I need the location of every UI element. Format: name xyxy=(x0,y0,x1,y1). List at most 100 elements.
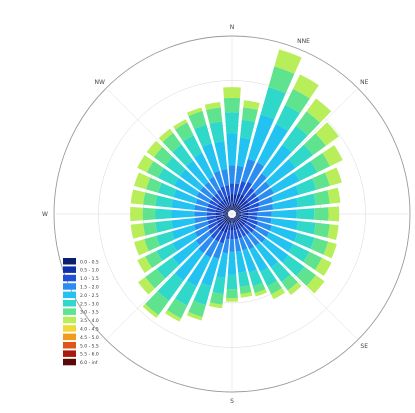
sector-140 xyxy=(234,216,302,295)
bar-segment xyxy=(222,214,229,217)
bar-segment xyxy=(216,252,228,279)
bar-segment xyxy=(237,137,251,167)
bar-segment xyxy=(223,224,229,234)
bar-segment xyxy=(223,215,229,220)
bar-segment xyxy=(238,219,246,226)
bar-segment xyxy=(207,221,219,230)
bar-segment xyxy=(303,251,322,270)
bar-segment xyxy=(296,266,316,287)
sector-260 xyxy=(130,214,229,239)
bar-segment xyxy=(242,248,257,273)
bar-segment xyxy=(227,251,237,275)
sector-340 xyxy=(186,107,231,211)
bar-segment xyxy=(241,202,250,210)
bar-segment xyxy=(173,189,198,204)
bar-segment xyxy=(240,292,253,298)
direction-label: N xyxy=(230,24,235,31)
bar-segment xyxy=(241,212,249,216)
bar-segment xyxy=(156,231,175,247)
bar-segment xyxy=(275,104,300,131)
bar-segment xyxy=(212,276,226,295)
bar-segment xyxy=(206,207,217,213)
bar-segment xyxy=(239,200,249,208)
bar-segment xyxy=(194,124,212,147)
bar-segment xyxy=(216,216,224,221)
bar-segment xyxy=(232,202,235,211)
bar-segment xyxy=(185,160,209,186)
bar-segment xyxy=(204,181,218,196)
bar-segment xyxy=(225,185,231,197)
bar-segment xyxy=(270,261,291,283)
bar-segment xyxy=(235,215,241,218)
bar-segment xyxy=(235,215,241,220)
bar-segment xyxy=(281,274,298,291)
bar-segment xyxy=(260,267,278,287)
legend-swatch xyxy=(63,350,76,357)
bar-segment xyxy=(268,66,295,94)
bar-segment xyxy=(230,223,234,231)
bar-segment xyxy=(175,122,194,142)
bar-segment xyxy=(209,199,219,207)
bar-segment xyxy=(232,217,235,224)
bar-segment xyxy=(223,210,229,213)
bar-segment xyxy=(194,204,208,212)
bar-segment xyxy=(327,224,339,240)
bar-segment xyxy=(171,199,196,211)
bar-segment xyxy=(304,133,326,156)
sector-190 xyxy=(209,217,232,309)
sector-0 xyxy=(223,87,241,211)
sector-170 xyxy=(232,217,253,298)
bar-segment xyxy=(240,216,248,221)
legend-item: 4.0 - 4.5 xyxy=(63,325,99,333)
direction-label: NW xyxy=(95,79,105,86)
bar-segment xyxy=(172,232,198,252)
bar-segment xyxy=(271,185,300,203)
bar-segment xyxy=(233,217,238,223)
bar-segment xyxy=(143,222,158,236)
bar-segment xyxy=(217,218,225,224)
bar-segment xyxy=(182,135,203,158)
bar-segment xyxy=(254,181,270,196)
bar-segment xyxy=(218,221,226,231)
bar-segment xyxy=(285,88,310,114)
bar-segment xyxy=(254,225,270,238)
bar-segment xyxy=(241,214,249,218)
bar-segment xyxy=(226,205,231,211)
bar-segment xyxy=(231,202,233,211)
bar-segment xyxy=(165,156,186,177)
bar-segment xyxy=(245,221,257,230)
bar-segment xyxy=(142,303,159,319)
bar-segment xyxy=(249,246,269,272)
bar-segment xyxy=(234,206,241,212)
bar-segment xyxy=(215,210,223,214)
bar-segment xyxy=(193,220,209,231)
legend-label: 0.5 - 1.0 xyxy=(80,268,99,274)
bar-segment xyxy=(130,206,143,222)
bar-segment xyxy=(225,297,239,302)
sector-330 xyxy=(173,119,231,211)
bar-segment xyxy=(239,227,247,237)
legend-swatch xyxy=(63,325,76,332)
legend-item: 2.5 - 3.0 xyxy=(63,300,99,307)
bar-segment xyxy=(138,277,155,295)
bar-segment xyxy=(220,200,227,208)
bar-segment xyxy=(145,268,166,289)
bar-segment xyxy=(213,170,225,188)
bar-segment xyxy=(327,187,341,204)
bar-segment xyxy=(232,223,236,231)
legend-label: 3.0 - 3.5 xyxy=(80,310,99,316)
bar-segment xyxy=(234,205,240,212)
bar-segment xyxy=(322,145,343,167)
bar-segment xyxy=(231,217,233,224)
bar-segment xyxy=(257,187,274,201)
sector-200 xyxy=(186,217,231,321)
bar-segment xyxy=(137,256,152,273)
bar-segment xyxy=(237,220,244,228)
bar-segment xyxy=(174,177,200,197)
bar-segment xyxy=(248,202,260,209)
bar-segment xyxy=(261,144,292,178)
bar-segment xyxy=(234,238,242,252)
bar-segment xyxy=(146,177,162,193)
legend-item: 6.0 - inf xyxy=(63,358,98,366)
bar-segment xyxy=(310,153,330,173)
